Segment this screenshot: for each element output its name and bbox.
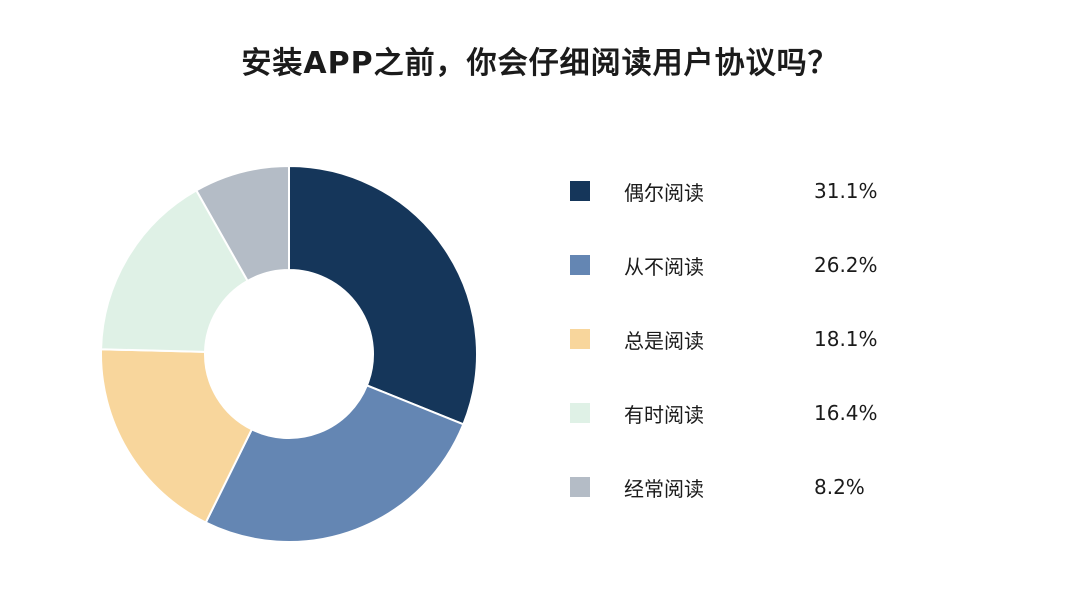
chart-title: 安装APP之前，你会仔细阅读用户协议吗？: [241, 46, 839, 81]
legend-swatch: [570, 329, 590, 349]
donut-slice-4: [100, 189, 249, 353]
legend-swatch: [570, 403, 590, 423]
donut-slice-5: [195, 164, 290, 283]
donut-chart: [100, 164, 478, 543]
legend-item: 总是阅读 18.1%: [570, 324, 930, 354]
legend-value: 31.1%: [814, 179, 878, 203]
donut-slice-1: [288, 164, 478, 426]
legend-swatch: [570, 255, 590, 275]
legend-value: 18.1%: [814, 327, 878, 351]
legend-swatch: [570, 477, 590, 497]
legend-value: 26.2%: [814, 253, 878, 277]
legend-label: 总是阅读: [624, 328, 704, 353]
legend-item: 从不阅读 26.2%: [570, 250, 930, 280]
legend-label: 从不阅读: [624, 254, 704, 279]
donut-slice-3: [100, 348, 254, 524]
legend-label: 经常阅读: [624, 476, 704, 501]
legend-label: 偶尔阅读: [624, 180, 704, 205]
legend-item: 经常阅读 8.2%: [570, 472, 930, 502]
legend-value: 8.2%: [814, 475, 865, 499]
legend-item: 偶尔阅读 31.1%: [570, 176, 930, 206]
legend-item: 有时阅读 16.4%: [570, 398, 930, 428]
legend-swatch: [570, 181, 590, 201]
legend-label: 有时阅读: [624, 402, 704, 427]
legend-value: 16.4%: [814, 401, 878, 425]
donut-slice-2: [204, 384, 465, 543]
